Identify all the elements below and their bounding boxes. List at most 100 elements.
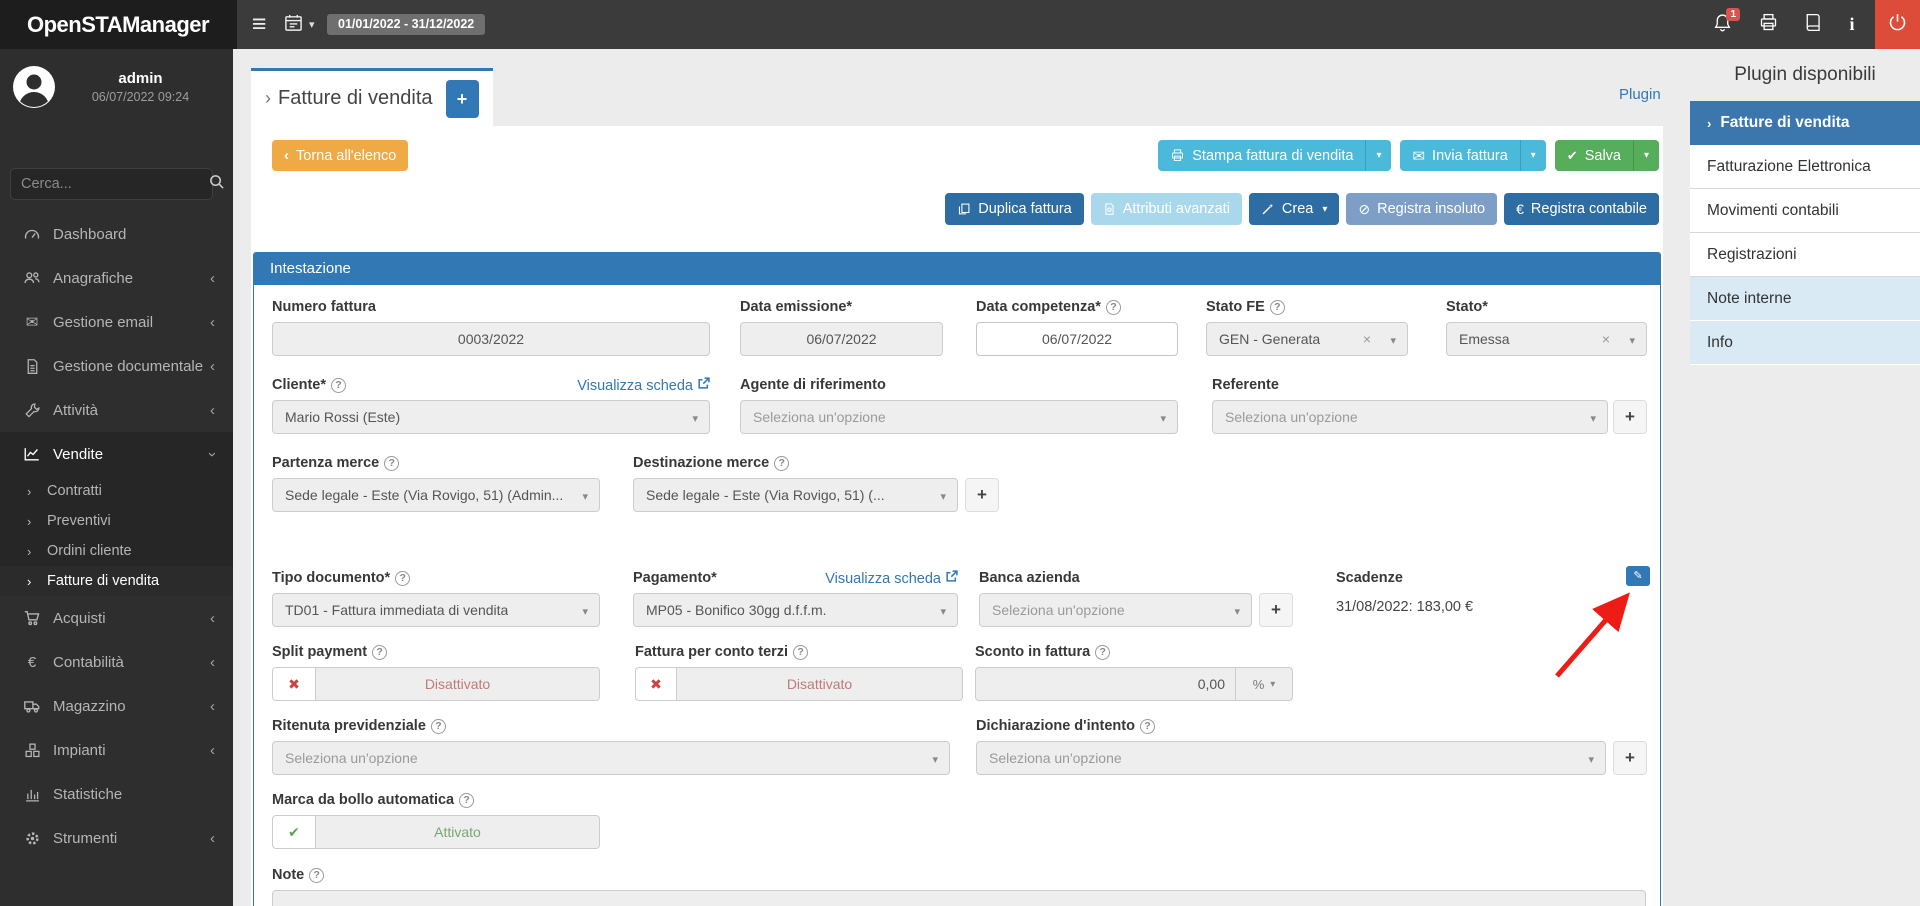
sidebar-item-statistiche[interactable]: Statistiche: [0, 772, 233, 816]
sidebar-item-strumenti[interactable]: Strumenti ‹: [0, 816, 233, 860]
partenza-merce-select[interactable]: Sede legale - Este (Via Rovigo, 51) (Adm…: [272, 478, 600, 512]
plugin-item-movimenti-contabili[interactable]: Movimenti contabili: [1690, 189, 1920, 233]
edit-scadenze-button[interactable]: ✎: [1626, 566, 1650, 586]
help-icon[interactable]: ?: [309, 868, 325, 883]
user-meta: admin 06/07/2022 09:24: [56, 70, 225, 104]
help-icon[interactable]: ?: [430, 719, 446, 734]
send-invoice-dropdown[interactable]: ▾: [1519, 140, 1546, 171]
plugin-item-registrazioni[interactable]: Registrazioni: [1690, 233, 1920, 277]
help-icon[interactable]: ?: [774, 456, 790, 471]
split-payment-toggle[interactable]: ✖ Disattivato: [272, 663, 600, 701]
search-input[interactable]: [21, 176, 208, 192]
help-icon[interactable]: ?: [384, 456, 400, 471]
add-banca-button[interactable]: +: [1259, 593, 1293, 627]
numero-fattura-input[interactable]: 0003/2022: [272, 322, 710, 356]
new-record-button[interactable]: +: [445, 79, 479, 118]
clear-icon[interactable]: ×: [1601, 331, 1610, 347]
help-icon[interactable]: ?: [1095, 645, 1111, 660]
help-icon[interactable]: ?: [1269, 300, 1285, 315]
plugin-link[interactable]: Plugin: [1619, 86, 1661, 103]
sidebar-item-preventivi[interactable]: › Preventivi: [27, 513, 111, 529]
clear-icon[interactable]: ×: [1362, 331, 1371, 347]
help-icon[interactable]: ?: [1105, 300, 1121, 315]
tipo-documento-select[interactable]: TD01 - Fattura immediata di vendita ▾: [272, 593, 600, 627]
chevron-down-icon: ▾: [932, 754, 938, 766]
register-contabile-button[interactable]: € Registra contabile: [1504, 193, 1659, 225]
referente-select[interactable]: Seleziona un'opzione ▾: [1212, 400, 1608, 434]
info-button[interactable]: i: [1832, 0, 1872, 49]
sidebar-item-ordini-cliente[interactable]: › Ordini cliente: [27, 543, 132, 559]
sidebar-item-attivita[interactable]: Attività ‹: [0, 388, 233, 432]
plugin-item-fatture-di-vendita[interactable]: › Fatture di vendita: [1690, 101, 1920, 145]
print-invoice-dropdown[interactable]: ▾: [1365, 140, 1392, 171]
panel-body: Numero fattura 0003/2022 Data emissione*…: [254, 285, 1660, 906]
period-picker[interactable]: ▾: [284, 0, 315, 49]
notifications-button[interactable]: 1: [1702, 0, 1742, 49]
document-actions: Stampa fattura di vendita ▾ ✉ Invia fatt…: [1158, 140, 1659, 171]
sidebar-item-impianti[interactable]: Impianti ‹: [0, 728, 233, 772]
dichiarazione-select[interactable]: Seleziona un'opzione ▾: [976, 741, 1606, 775]
duplicate-invoice-button[interactable]: Duplica fattura: [945, 193, 1084, 225]
plugin-item-info[interactable]: Info: [1690, 321, 1920, 365]
cliente-select[interactable]: Mario Rossi (Este) ▾: [272, 400, 710, 434]
create-dropdown-button[interactable]: Crea ▾: [1248, 193, 1340, 225]
chevron-down-icon: ›: [204, 451, 221, 457]
add-referente-button[interactable]: +: [1613, 400, 1647, 434]
print-button[interactable]: [1748, 0, 1788, 49]
sconto-unit-select[interactable]: % ▾: [1236, 667, 1293, 701]
chevron-right-icon: ›: [27, 483, 32, 499]
sidebar-toggle-button[interactable]: ≡: [243, 0, 275, 49]
stato-fe-select[interactable]: GEN - Generata × ▾: [1206, 322, 1408, 356]
help-icon[interactable]: ?: [331, 378, 346, 393]
help-icon[interactable]: ?: [793, 645, 809, 660]
pagamento-select[interactable]: MP05 - Bonifico 30gg d.f.f.m. ▾: [633, 593, 958, 627]
sidebar-item-acquisti[interactable]: Acquisti ‹: [0, 596, 233, 640]
conto-terzi-toggle[interactable]: ✖ Disattivato: [635, 663, 963, 701]
add-dichiarazione-button[interactable]: +: [1613, 741, 1647, 775]
sconto-input[interactable]: 0,00: [975, 667, 1236, 701]
help-icon[interactable]: ?: [1139, 719, 1155, 734]
add-destinazione-button[interactable]: +: [965, 478, 999, 512]
help-icon[interactable]: ?: [372, 645, 388, 660]
help-icon[interactable]: ?: [395, 571, 411, 586]
docs-button[interactable]: [1792, 0, 1832, 49]
gear-icon: [20, 830, 44, 847]
note-textarea[interactable]: [272, 890, 1646, 906]
field-conto-terzi: Fattura per conto terzi? ✖ Disattivato: [635, 644, 963, 701]
data-competenza-input[interactable]: 06/07/2022: [976, 322, 1178, 356]
users-icon: [20, 269, 44, 287]
sidebar-item-anagrafiche[interactable]: Anagrafiche ‹: [0, 256, 233, 300]
register-insoluto-button[interactable]: ⊘ Registra insoluto: [1346, 193, 1498, 225]
cliente-view-link[interactable]: Visualizza scheda: [577, 377, 710, 394]
advanced-attributes-button[interactable]: Attributi avanzati: [1090, 193, 1242, 225]
save-dropdown[interactable]: ▾: [1633, 140, 1659, 171]
sidebar-item-gestione-documentale[interactable]: Gestione documentale ‹: [0, 344, 233, 388]
tab-fatture-di-vendita[interactable]: › Fatture di vendita +: [251, 68, 493, 126]
destinazione-merce-select[interactable]: Sede legale - Este (Via Rovigo, 51) (...…: [633, 478, 958, 512]
plugin-item-fatturazione-elettronica[interactable]: Fatturazione Elettronica: [1690, 145, 1920, 189]
notification-count-badge: 1: [1726, 8, 1740, 21]
sidebar-item-fatture-di-vendita[interactable]: › Fatture di vendita: [0, 566, 233, 596]
save-button[interactable]: ✔ Salva: [1554, 140, 1633, 171]
back-to-list-button[interactable]: ‹ Torna all'elenco: [272, 140, 409, 171]
date-range-badge[interactable]: 01/01/2022 - 31/12/2022: [327, 14, 486, 35]
agente-select[interactable]: Seleziona un'opzione ▾: [740, 400, 1178, 434]
ritenuta-select[interactable]: Seleziona un'opzione ▾: [272, 741, 950, 775]
print-invoice-button[interactable]: Stampa fattura di vendita: [1158, 140, 1366, 171]
data-emissione-input[interactable]: 06/07/2022: [740, 322, 943, 356]
marca-bollo-toggle[interactable]: ✔ Attivato: [272, 811, 600, 849]
banca-azienda-select[interactable]: Seleziona un'opzione ▾: [979, 593, 1252, 627]
sidebar-item-gestione-email[interactable]: ✉ Gestione email ‹: [0, 300, 233, 344]
sidebar-item-dashboard[interactable]: Dashboard: [0, 212, 233, 256]
stato-select[interactable]: Emessa × ▾: [1446, 322, 1647, 356]
logout-button[interactable]: [1875, 0, 1920, 49]
sidebar-item-magazzino[interactable]: Magazzino ‹: [0, 684, 233, 728]
pagamento-view-link[interactable]: Visualizza scheda: [825, 570, 958, 587]
send-invoice-button[interactable]: ✉ Invia fattura: [1400, 140, 1520, 171]
sidebar-search[interactable]: [10, 168, 224, 200]
sidebar-item-contabilita[interactable]: € Contabilità ‹: [0, 640, 233, 684]
sidebar-item-contratti[interactable]: › Contratti: [27, 483, 102, 499]
plugin-item-note-interne[interactable]: Note interne: [1690, 277, 1920, 321]
sidebar-item-vendite[interactable]: Vendite ›: [0, 432, 233, 476]
help-icon[interactable]: ?: [459, 793, 475, 808]
